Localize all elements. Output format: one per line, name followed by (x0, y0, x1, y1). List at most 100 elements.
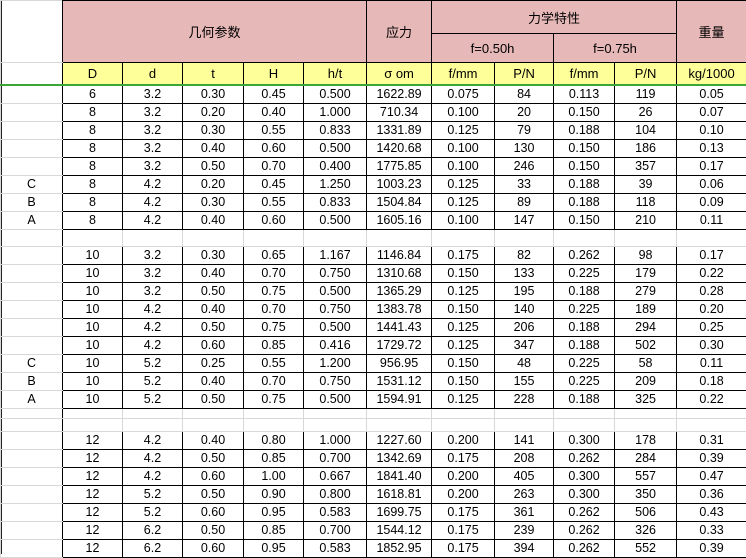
cell-om[interactable]: 1841.40 (367, 467, 432, 485)
cell-kg1000[interactable]: 0.09 (677, 193, 746, 211)
cell-om[interactable]: 1331.89 (367, 121, 432, 139)
cell-kg1000[interactable]: 0.22 (677, 390, 746, 408)
cell-ht[interactable]: 0.800 (304, 485, 367, 503)
cell-d[interactable]: 12 (63, 467, 123, 485)
cell-h[interactable]: 0.60 (244, 139, 304, 157)
cell-d[interactable]: 4.2 (123, 318, 183, 336)
cell-fmm[interactable]: 0.188 (554, 318, 615, 336)
cell-om[interactable]: 710.34 (367, 103, 432, 121)
cell-fmm[interactable]: 0.150 (554, 139, 615, 157)
cell-d[interactable]: 12 (63, 521, 123, 539)
cell-pn[interactable]: 140 (495, 300, 554, 318)
cell-pn[interactable]: 179 (615, 264, 677, 282)
empty-cell[interactable] (432, 408, 495, 418)
cell-pn[interactable]: 58 (615, 354, 677, 372)
cell-fmm[interactable]: 0.150 (432, 372, 495, 390)
cell-pn[interactable]: 294 (615, 318, 677, 336)
cell-pn[interactable]: 141 (495, 431, 554, 449)
cell-d[interactable]: 3.2 (123, 139, 183, 157)
cell-om[interactable]: 1729.72 (367, 336, 432, 354)
cell-fmm[interactable]: 0.225 (554, 372, 615, 390)
cell-h[interactable]: 1.00 (244, 467, 304, 485)
cell-pn[interactable]: 89 (495, 193, 554, 211)
cell-fmm[interactable]: 0.175 (432, 449, 495, 467)
cell-kg1000[interactable]: 0.43 (677, 503, 746, 521)
cell-ht[interactable]: 0.400 (304, 157, 367, 175)
cell-d[interactable]: 4.2 (123, 193, 183, 211)
geometry-header[interactable]: 几何参数 (63, 1, 367, 63)
cell-fmm[interactable]: 0.300 (554, 431, 615, 449)
cell-h[interactable]: 0.85 (244, 336, 304, 354)
cell-om[interactable]: 1605.16 (367, 211, 432, 229)
cell-h[interactable]: 0.70 (244, 264, 304, 282)
cell-ht[interactable]: 0.833 (304, 121, 367, 139)
cell-kg1000[interactable]: 0.17 (677, 157, 746, 175)
cell-om[interactable]: 1618.81 (367, 485, 432, 503)
cell-d[interactable]: 8 (63, 211, 123, 229)
cell-pn[interactable]: 84 (495, 85, 554, 104)
cell-t[interactable]: 0.40 (183, 300, 244, 318)
cell-pn[interactable]: 119 (615, 85, 677, 104)
cell-ht[interactable]: 0.700 (304, 521, 367, 539)
cell-pn[interactable]: 206 (495, 318, 554, 336)
cell-h[interactable]: 0.55 (244, 193, 304, 211)
cell-kg1000[interactable]: 0.20 (677, 300, 746, 318)
row-grade-label[interactable] (1, 282, 63, 300)
cell-kg1000[interactable]: 0.11 (677, 211, 746, 229)
cell-ht[interactable]: 0.750 (304, 264, 367, 282)
cell-kg1000[interactable]: 0.18 (677, 372, 746, 390)
cell-pn[interactable]: 506 (615, 503, 677, 521)
cell-fmm[interactable]: 0.200 (432, 467, 495, 485)
cell-pn[interactable]: 130 (495, 139, 554, 157)
row-grade-label[interactable] (1, 521, 63, 539)
cell-d[interactable]: 10 (63, 282, 123, 300)
row-grade-label[interactable]: C (1, 175, 63, 193)
cell-fmm[interactable]: 0.262 (554, 246, 615, 264)
cell-t[interactable]: 0.50 (183, 521, 244, 539)
cell-d[interactable]: 6.2 (123, 521, 183, 539)
cell-fmm[interactable]: 0.225 (554, 354, 615, 372)
cell-pn[interactable]: 20 (495, 103, 554, 121)
cell-d[interactable]: 5.2 (123, 354, 183, 372)
empty-cell[interactable] (367, 418, 432, 431)
cell-pn[interactable]: 405 (495, 467, 554, 485)
cell-pn[interactable]: 208 (495, 449, 554, 467)
cell-kg1000[interactable]: 0.11 (677, 354, 746, 372)
empty-cell[interactable] (495, 229, 554, 246)
column-header-3[interactable]: H (244, 63, 304, 85)
cell-d[interactable]: 4.2 (123, 449, 183, 467)
f050-header[interactable]: f=0.50h (432, 34, 554, 63)
cell-om[interactable]: 1365.29 (367, 282, 432, 300)
cell-pn[interactable]: 189 (615, 300, 677, 318)
cell-kg1000[interactable]: 0.47 (677, 467, 746, 485)
cell-ht[interactable]: 0.750 (304, 300, 367, 318)
cell-pn[interactable]: 82 (495, 246, 554, 264)
cell-fmm[interactable]: 0.188 (554, 193, 615, 211)
empty-cell[interactable] (304, 229, 367, 246)
cell-d[interactable]: 8 (63, 103, 123, 121)
cell-pn[interactable]: 133 (495, 264, 554, 282)
cell-om[interactable]: 1544.12 (367, 521, 432, 539)
cell-om[interactable]: 1594.91 (367, 390, 432, 408)
empty-cell[interactable] (183, 229, 244, 246)
cell-om[interactable]: 1622.89 (367, 85, 432, 104)
empty-cell[interactable] (1, 408, 63, 418)
row-grade-label[interactable]: C (1, 354, 63, 372)
cell-fmm[interactable]: 0.125 (432, 390, 495, 408)
empty-cell[interactable] (615, 229, 677, 246)
empty-cell[interactable] (495, 408, 554, 418)
cell-t[interactable]: 0.30 (183, 246, 244, 264)
cell-kg1000[interactable]: 0.36 (677, 485, 746, 503)
cell-pn[interactable]: 263 (495, 485, 554, 503)
column-header-6[interactable]: f/mm (432, 63, 495, 85)
row-grade-label[interactable] (1, 157, 63, 175)
cell-fmm[interactable]: 0.125 (432, 336, 495, 354)
cell-d[interactable]: 5.2 (123, 372, 183, 390)
empty-cell[interactable] (244, 418, 304, 431)
cell-h[interactable]: 0.80 (244, 431, 304, 449)
cell-fmm[interactable]: 0.300 (554, 485, 615, 503)
cell-pn[interactable]: 350 (615, 485, 677, 503)
cell-h[interactable]: 0.45 (244, 85, 304, 104)
cell-h[interactable]: 0.70 (244, 372, 304, 390)
cell-d[interactable]: 5.2 (123, 503, 183, 521)
